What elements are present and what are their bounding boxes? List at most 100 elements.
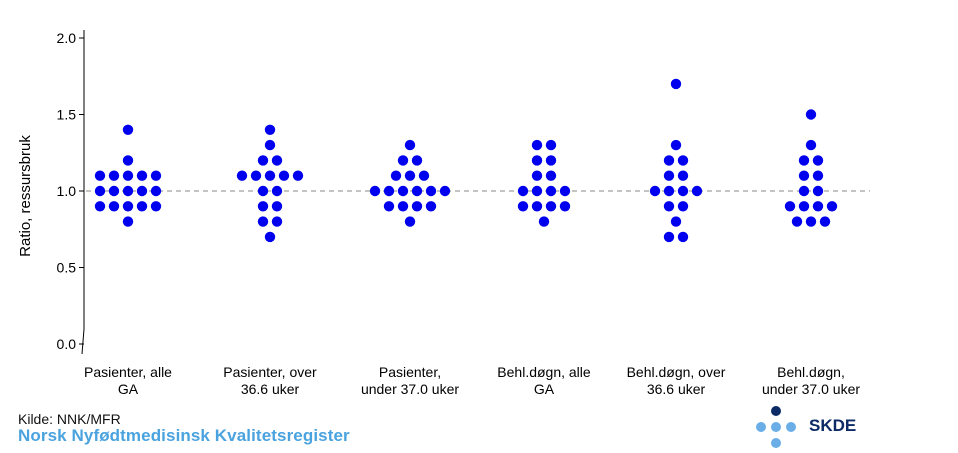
category-label-line: 36.6 uker <box>647 381 706 397</box>
data-point <box>531 201 543 212</box>
data-point <box>670 216 682 227</box>
data-point <box>798 170 810 181</box>
category-label-line: GA <box>534 381 555 397</box>
y-tick-label: 2.0 <box>57 30 77 46</box>
data-point <box>663 231 675 243</box>
skde-dots-icon <box>756 406 796 448</box>
data-point <box>559 185 571 197</box>
data-point <box>418 170 430 181</box>
data-point <box>108 201 120 212</box>
data-point <box>150 170 162 181</box>
data-point <box>122 216 134 227</box>
category-label-line: GA <box>118 381 139 397</box>
data-point <box>122 185 134 197</box>
data-point <box>264 231 276 243</box>
data-point <box>784 201 796 212</box>
data-point <box>517 201 529 212</box>
data-point <box>545 170 557 181</box>
data-point <box>531 139 543 151</box>
data-point <box>805 139 817 151</box>
data-point <box>677 170 689 181</box>
y-tick-label: 1.0 <box>57 183 77 199</box>
data-point <box>670 78 682 90</box>
data-point <box>545 155 557 166</box>
registry-name: Norsk Nyfødtmedisinsk Kvalitetsregister <box>18 426 350 445</box>
data-point <box>425 185 437 197</box>
data-point <box>677 231 689 243</box>
category-label: Pasienter, alle GA <box>84 364 172 397</box>
data-point <box>677 185 689 197</box>
data-point <box>250 170 262 181</box>
category-label: Behl.døgn, over 36.6 uker <box>627 364 726 397</box>
data-point <box>271 185 283 197</box>
data-point <box>264 170 276 181</box>
data-point <box>257 185 269 197</box>
data-point <box>257 201 269 212</box>
data-point <box>411 185 423 197</box>
data-point <box>677 155 689 166</box>
data-point <box>292 170 304 181</box>
category-label-line: Pasienter, over <box>223 364 317 380</box>
data-point <box>369 185 381 197</box>
category-label-line: under 37.0 uker <box>762 381 860 397</box>
data-point <box>150 201 162 212</box>
data-point <box>649 185 661 197</box>
category-label: Behl.døgn, under 37.0 uker <box>762 364 860 397</box>
data-point <box>108 185 120 197</box>
data-point <box>257 216 269 227</box>
data-point <box>517 185 529 197</box>
data-point <box>798 185 810 197</box>
data-point <box>663 201 675 212</box>
data-point <box>545 185 557 197</box>
category-label-line: Pasienter, alle <box>84 364 172 380</box>
source-note: Kilde: NNK/MFR <box>18 411 121 427</box>
y-tick-label: 0.5 <box>57 260 77 276</box>
data-point <box>136 185 148 197</box>
data-point <box>812 201 824 212</box>
data-point <box>278 170 290 181</box>
category-label: Behl.døgn, alle GA <box>497 364 591 397</box>
data-point <box>677 201 689 212</box>
data-point <box>663 185 675 197</box>
category-label-line: Behl.døgn, <box>777 364 845 380</box>
data-point <box>805 216 817 227</box>
data-point <box>271 201 283 212</box>
category-label-line: 36.6 uker <box>241 381 300 397</box>
data-point <box>439 185 451 197</box>
data-point <box>236 170 248 181</box>
data-point <box>805 109 817 120</box>
data-point <box>136 201 148 212</box>
data-point <box>691 185 703 197</box>
data-point <box>136 170 148 181</box>
category-label: Pasienter, over 36.6 uker <box>223 364 317 397</box>
data-point <box>663 155 675 166</box>
category-label-line: Pasienter, <box>379 364 441 380</box>
data-point <box>819 216 831 227</box>
category-label-line: under 37.0 uker <box>361 381 459 397</box>
data-point <box>531 185 543 197</box>
y-tick-label: 1.5 <box>57 107 77 123</box>
data-point <box>383 185 395 197</box>
data-point <box>531 170 543 181</box>
data-point <box>791 216 803 227</box>
data-point <box>257 155 269 166</box>
data-point <box>545 139 557 151</box>
skde-logo: SKDE <box>752 405 872 449</box>
category-label: Pasienter, under 37.0 uker <box>361 364 459 397</box>
category-label-line: Behl.døgn, alle <box>497 364 591 380</box>
data-point <box>559 201 571 212</box>
data-point <box>826 201 838 212</box>
data-point <box>663 170 675 181</box>
data-point <box>94 170 106 181</box>
y-axis-label: Ratio, ressursbruk <box>17 135 34 257</box>
data-point <box>264 139 276 151</box>
data-point <box>390 170 402 181</box>
data-point <box>397 155 409 166</box>
data-point <box>271 216 283 227</box>
y-axis-break <box>81 328 85 355</box>
category-label-line: Behl.døgn, over <box>627 364 726 380</box>
data-point <box>411 201 423 212</box>
data-point <box>122 201 134 212</box>
data-point <box>798 155 810 166</box>
